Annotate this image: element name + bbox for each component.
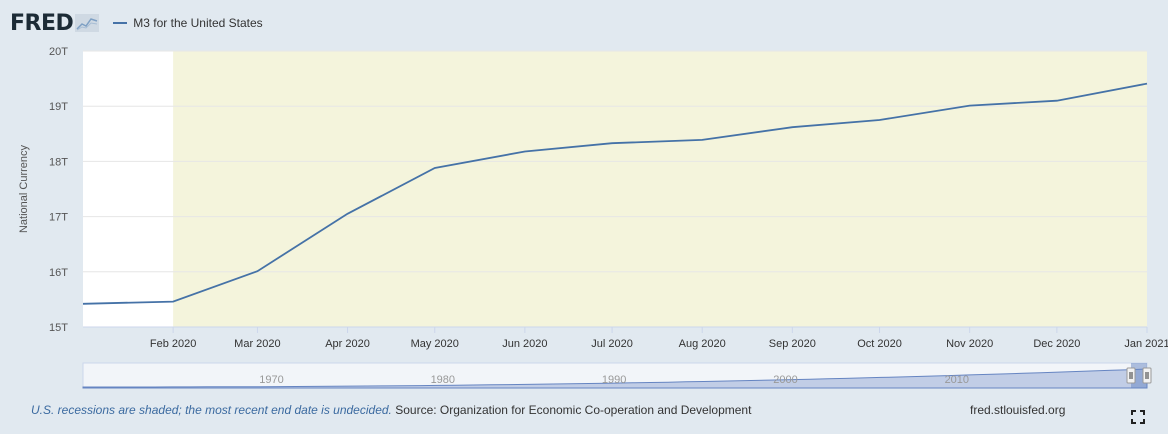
x-tick-label: Oct 2020 (857, 338, 902, 350)
y-tick-label: 16T (49, 267, 68, 279)
source-text: Source: Organization for Economic Co-ope… (395, 403, 752, 417)
data-point[interactable] (609, 140, 615, 146)
x-tick-label: Nov 2020 (946, 338, 993, 350)
x-tick-label: Feb 2020 (150, 338, 196, 350)
series-line-m3 (82, 82, 1148, 305)
x-tick-label: Sep 2020 (769, 338, 816, 350)
navigator-series-area (82, 368, 1148, 389)
data-point[interactable] (170, 299, 176, 305)
series-layer (80, 81, 1150, 307)
y-tick-label: 20T (49, 46, 68, 58)
navigator-year-label: 1990 (602, 374, 626, 386)
graph-header: FRED M3 for the United States (10, 8, 263, 38)
x-tick-label: Apr 2020 (325, 338, 370, 350)
plot-area (83, 51, 1147, 327)
y-tick-label: 17T (49, 212, 68, 224)
y-tick-label: 15T (49, 322, 68, 334)
x-tick-label: Jul 2020 (591, 338, 633, 350)
navigator-background (82, 362, 1148, 389)
y-tick-label: 18T (49, 156, 68, 168)
navigator-handle[interactable] (1142, 367, 1152, 384)
y-axis-label: National Currency (18, 144, 30, 233)
footer-notes: U.S. recessions are shaded; the most rec… (31, 403, 751, 417)
x-tick-label: Dec 2020 (1033, 338, 1080, 350)
fred-chart-icon (75, 14, 100, 32)
data-point[interactable] (254, 268, 260, 274)
x-tick-label: Mar 2020 (234, 338, 280, 350)
data-point[interactable] (1054, 98, 1060, 104)
chart-legend: M3 for the United States (113, 16, 263, 30)
recession-note: U.S. recessions are shaded; the most rec… (31, 403, 392, 417)
x-tick-label: Aug 2020 (679, 338, 726, 350)
legend-swatch (113, 22, 128, 24)
x-tick-label: May 2020 (411, 338, 459, 350)
data-point[interactable] (432, 165, 438, 171)
fullscreen-icon[interactable] (1131, 410, 1145, 424)
data-point[interactable] (699, 137, 705, 143)
fred-logo[interactable]: FRED (10, 10, 74, 36)
data-point[interactable] (345, 211, 351, 217)
data-point[interactable] (789, 124, 795, 130)
navigator-year-label: 1970 (259, 374, 283, 386)
data-point[interactable] (522, 148, 528, 154)
navigator-year-label: 2000 (773, 374, 797, 386)
site-link[interactable]: fred.stlouisfed.org (970, 403, 1066, 417)
data-point[interactable] (80, 301, 86, 307)
navigator-year-label: 1980 (431, 374, 455, 386)
range-navigator[interactable]: 1970 1980 1990 2000 2010 (82, 362, 1152, 389)
data-point[interactable] (877, 117, 883, 123)
navigator-handle[interactable] (1126, 367, 1136, 384)
x-tick-label: Jan 2021 (1124, 338, 1168, 350)
navigator-year-label: 2010 (945, 374, 969, 386)
axes: 15T 16T 17T 18T 19T 20T Feb 2020 Mar 2020 Apr 20… (49, 46, 1168, 350)
data-point[interactable] (967, 103, 973, 109)
data-point[interactable] (1144, 81, 1150, 87)
legend-label: M3 for the United States (133, 16, 263, 30)
line-chart[interactable]: 15T 16T 17T 18T 19T 20T Feb 2020 Mar 2020 Apr 20… (0, 0, 1168, 400)
recession-shading (173, 51, 1147, 327)
x-tick-label: Jun 2020 (502, 338, 547, 350)
y-tick-label: 19T (49, 101, 68, 113)
